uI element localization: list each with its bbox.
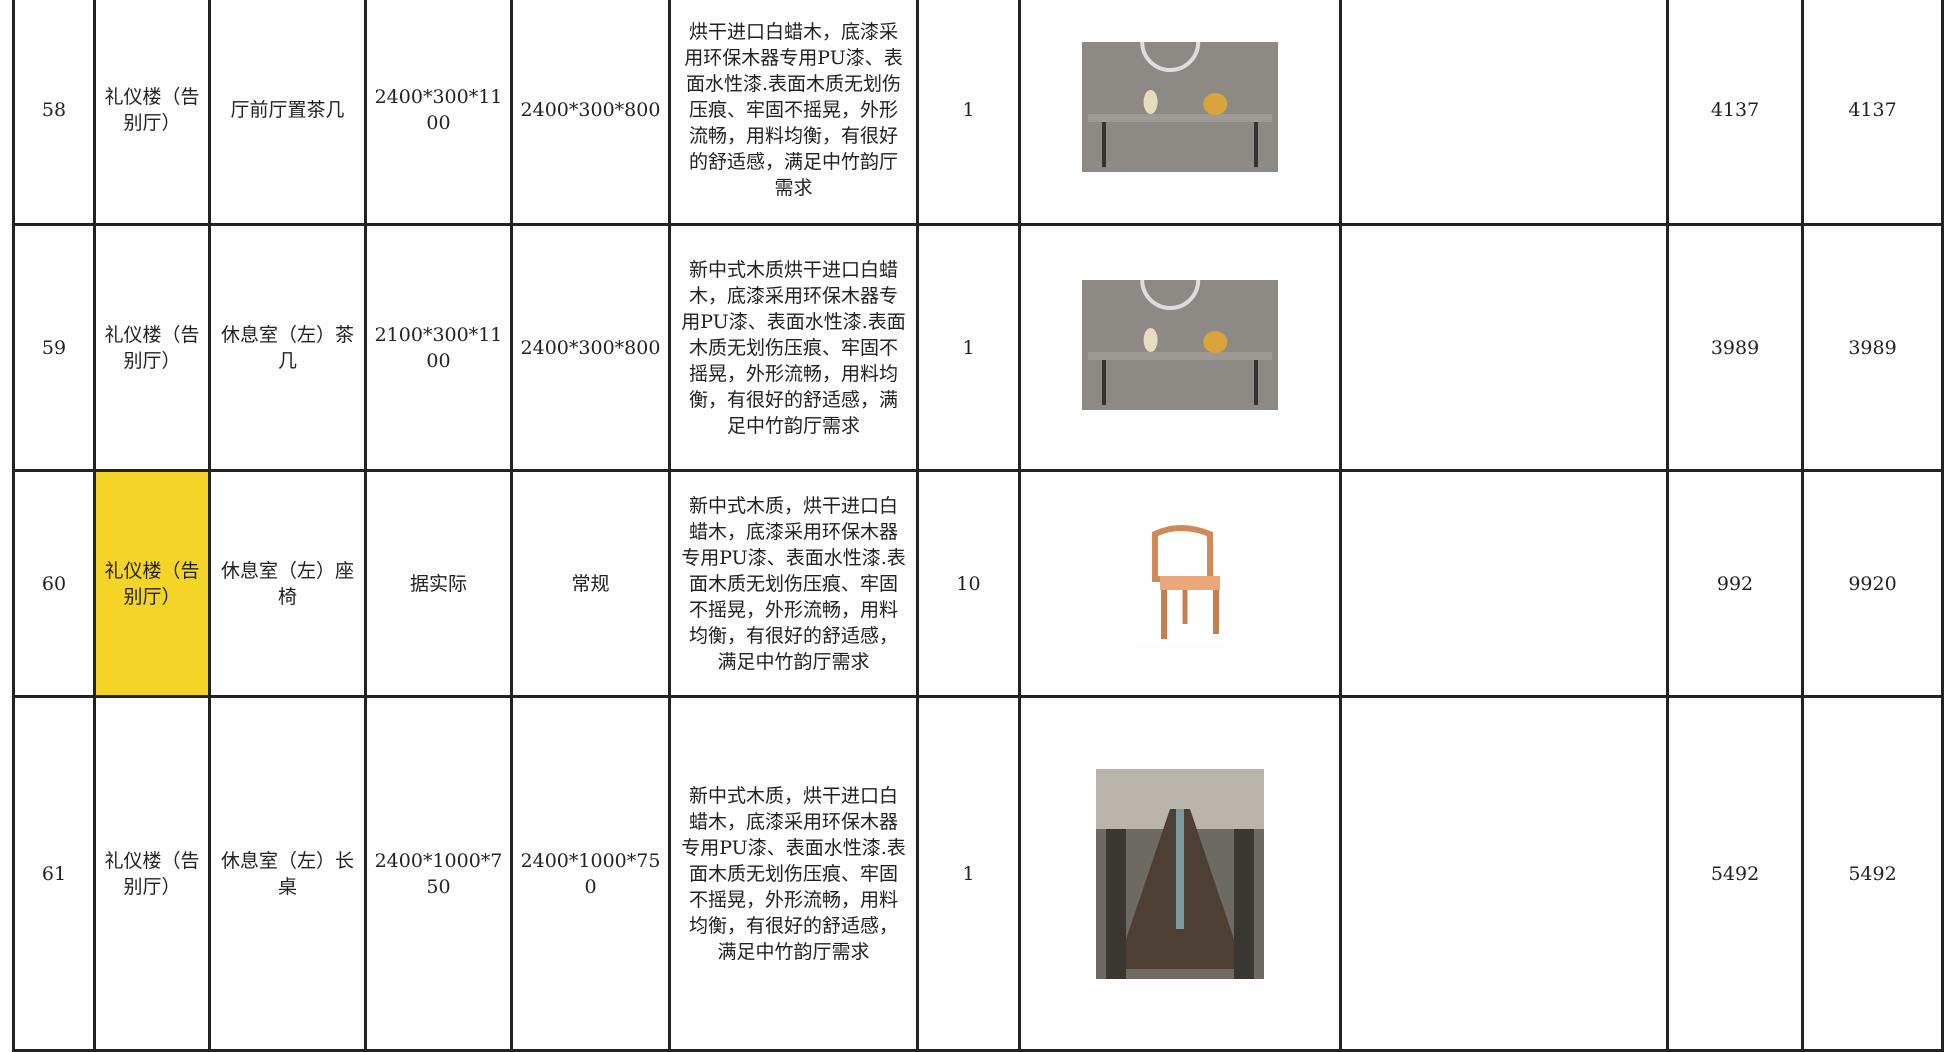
total-price: 5492 — [1804, 698, 1944, 1052]
actual-size: 常规 — [513, 472, 671, 698]
location: 礼仪楼（告别厅） — [96, 698, 211, 1052]
row-number: 58 — [12, 0, 96, 226]
blank-cell — [1342, 698, 1669, 1052]
item-name: 休息室（左）座椅 — [211, 472, 367, 698]
location: 礼仪楼（告别厅） — [96, 226, 211, 472]
item-name: 休息室（左）茶几 — [211, 226, 367, 472]
unit-price: 992 — [1669, 472, 1804, 698]
design-size: 2400*1000*750 — [367, 698, 513, 1052]
image-cell — [1021, 0, 1342, 226]
unit-price: 3989 — [1669, 226, 1804, 472]
location: 礼仪楼（告别厅） — [96, 0, 211, 226]
actual-size: 2400*1000*750 — [513, 698, 671, 1052]
quantity: 1 — [919, 698, 1021, 1052]
item-name: 休息室（左）长桌 — [211, 698, 367, 1052]
actual-size: 2400*300*800 — [513, 0, 671, 226]
blank-cell — [1342, 226, 1669, 472]
description: 新中式木质，烘干进口白蜡木，底漆采用环保木器专用PU漆、表面水性漆.表面木质无划… — [671, 698, 919, 1052]
row-number: 60 — [12, 472, 96, 698]
total-price: 3989 — [1804, 226, 1944, 472]
unit-price: 4137 — [1669, 0, 1804, 226]
actual-size: 2400*300*800 — [513, 226, 671, 472]
unit-price: 5492 — [1669, 698, 1804, 1052]
row-number: 59 — [12, 226, 96, 472]
product-photo — [1130, 513, 1230, 644]
design-size: 据实际 — [367, 472, 513, 698]
blank-cell — [1342, 472, 1669, 698]
quantity: 10 — [919, 472, 1021, 698]
quantity: 1 — [919, 226, 1021, 472]
quantity: 1 — [919, 0, 1021, 226]
location: 礼仪楼（告别厅） — [96, 472, 211, 698]
image-cell — [1021, 698, 1342, 1052]
total-price: 4137 — [1804, 0, 1944, 226]
product-photo — [1082, 41, 1278, 172]
design-size: 2100*300*1100 — [367, 226, 513, 472]
product-photo — [1096, 768, 1264, 979]
description: 新中式木质烘干进口白蜡木，底漆采用环保木器专用PU漆、表面水性漆.表面木质无划伤… — [671, 226, 919, 472]
description: 新中式木质，烘干进口白蜡木，底漆采用环保木器专用PU漆、表面水性漆.表面木质无划… — [671, 472, 919, 698]
row-number: 61 — [12, 698, 96, 1052]
total-price: 9920 — [1804, 472, 1944, 698]
item-name: 厅前厅置茶几 — [211, 0, 367, 226]
product-photo — [1082, 279, 1278, 410]
image-cell — [1021, 472, 1342, 698]
image-cell — [1021, 226, 1342, 472]
blank-cell — [1342, 0, 1669, 226]
design-size: 2400*300*1100 — [367, 0, 513, 226]
description: 烘干进口白蜡木，底漆采用环保木器专用PU漆、表面水性漆.表面木质无划伤压痕、牢固… — [671, 0, 919, 226]
